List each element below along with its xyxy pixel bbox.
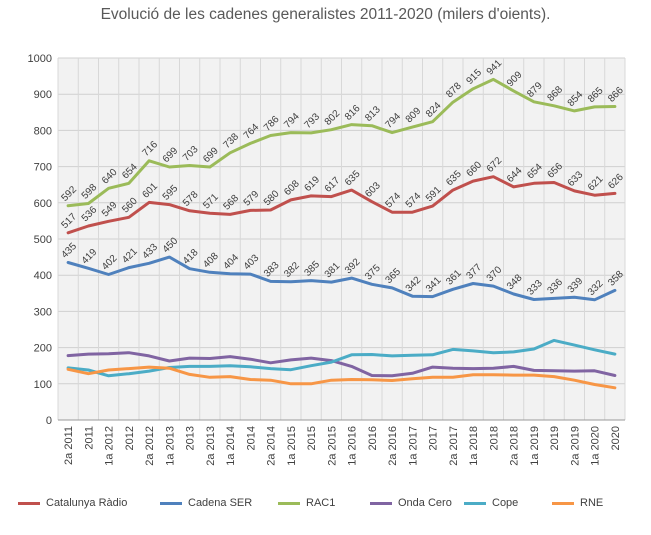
legend-item: Catalunya Ràdio [18,493,127,513]
series-line-cadena-ser [66,255,617,302]
series-line-cope [66,338,617,378]
x-tick-label: 1a 2012 [104,426,116,466]
x-tick-label: 2a 2018 [509,426,521,466]
y-tick-label: 100 [34,379,52,391]
legend-swatch [18,501,40,505]
x-tick-label: 2015 [306,426,318,450]
y-tick-label: 700 [34,162,52,174]
legend-swatch [370,501,392,505]
series-line-rne [66,365,617,390]
series-layer [66,77,617,390]
y-tick-label: 600 [34,198,52,210]
x-tick-label: 2a 2015 [326,426,338,466]
x-tick-label: 2013 [185,426,197,450]
x-tick-label: 2014 [245,426,257,450]
series-line-rac1 [66,77,617,208]
chart-title: Evolució de les cadenes generalistes 201… [100,6,551,23]
x-tick-label: 1a 2020 [590,426,602,466]
legend-item: RAC1 [278,493,335,513]
legend-swatch [278,501,300,505]
x-tick-label: 2a 2019 [569,426,581,466]
legend-label: Cadena SER [188,497,253,509]
legend-swatch [552,501,574,505]
y-tick-label: 1000 [28,53,52,65]
x-tick-label: 1a 2016 [347,426,359,466]
y-tick-label: 200 [34,343,52,355]
x-tick-label: 2a 2017 [448,426,460,466]
y-tick-label: 0 [46,415,52,427]
axis-layer: 0 100 200 300 400 500 600 700 800 900 1000 2a 2011 2… [28,53,625,466]
x-tick-label: 1a 2013 [164,426,176,466]
y-tick-label: 800 [34,125,52,137]
x-tick-label: 1a 2019 [529,426,541,466]
legend-label: Catalunya Ràdio [46,497,128,509]
x-tick-label: 2019 [549,426,561,450]
x-tick-label: 2a 2014 [266,426,278,466]
y-tick-label: 300 [34,306,52,318]
x-tick-label: 2a 2013 [205,426,217,466]
x-tick-label: 1a 2018 [468,426,480,466]
x-tick-label: 2016 [367,426,379,450]
y-tick-label: 900 [34,89,52,101]
y-tick-label: 400 [34,270,52,282]
legend-label: Onda Cero [398,497,452,509]
x-tick-label: 2017 [428,426,440,450]
legend-label: RAC1 [306,497,336,509]
grid-layer [57,57,626,421]
x-tick-label: 2018 [488,426,500,450]
legend-item: RNE [552,493,603,513]
legend-label: RNE [580,497,604,509]
legend: Catalunya Ràdio Cadena SER RAC1 Onda Cero Co… [0,493,651,513]
series-line-catalunya-r-dio [66,175,617,235]
legend-item: Cadena SER [160,493,252,513]
series-line-onda-cero [66,351,617,378]
x-tick-label: 2012 [124,426,136,450]
legend-item: Cope [464,493,518,513]
x-tick-label: 2a 2016 [387,426,399,466]
legend-swatch [464,501,486,505]
legend-item: Onda Cero [370,493,452,513]
x-tick-label: 1a 2015 [286,426,298,466]
x-tick-label: 2020 [610,426,622,450]
x-tick-label: 2011 [83,426,95,450]
legend-label: Cope [492,497,519,509]
x-tick-label: 2a 2012 [144,426,156,466]
x-tick-label: 1a 2017 [407,426,419,466]
legend-swatch [160,501,182,505]
x-tick-label: 2a 2011 [63,426,75,465]
x-tick-label: 1a 2014 [225,426,237,466]
y-tick-label: 500 [34,234,52,246]
